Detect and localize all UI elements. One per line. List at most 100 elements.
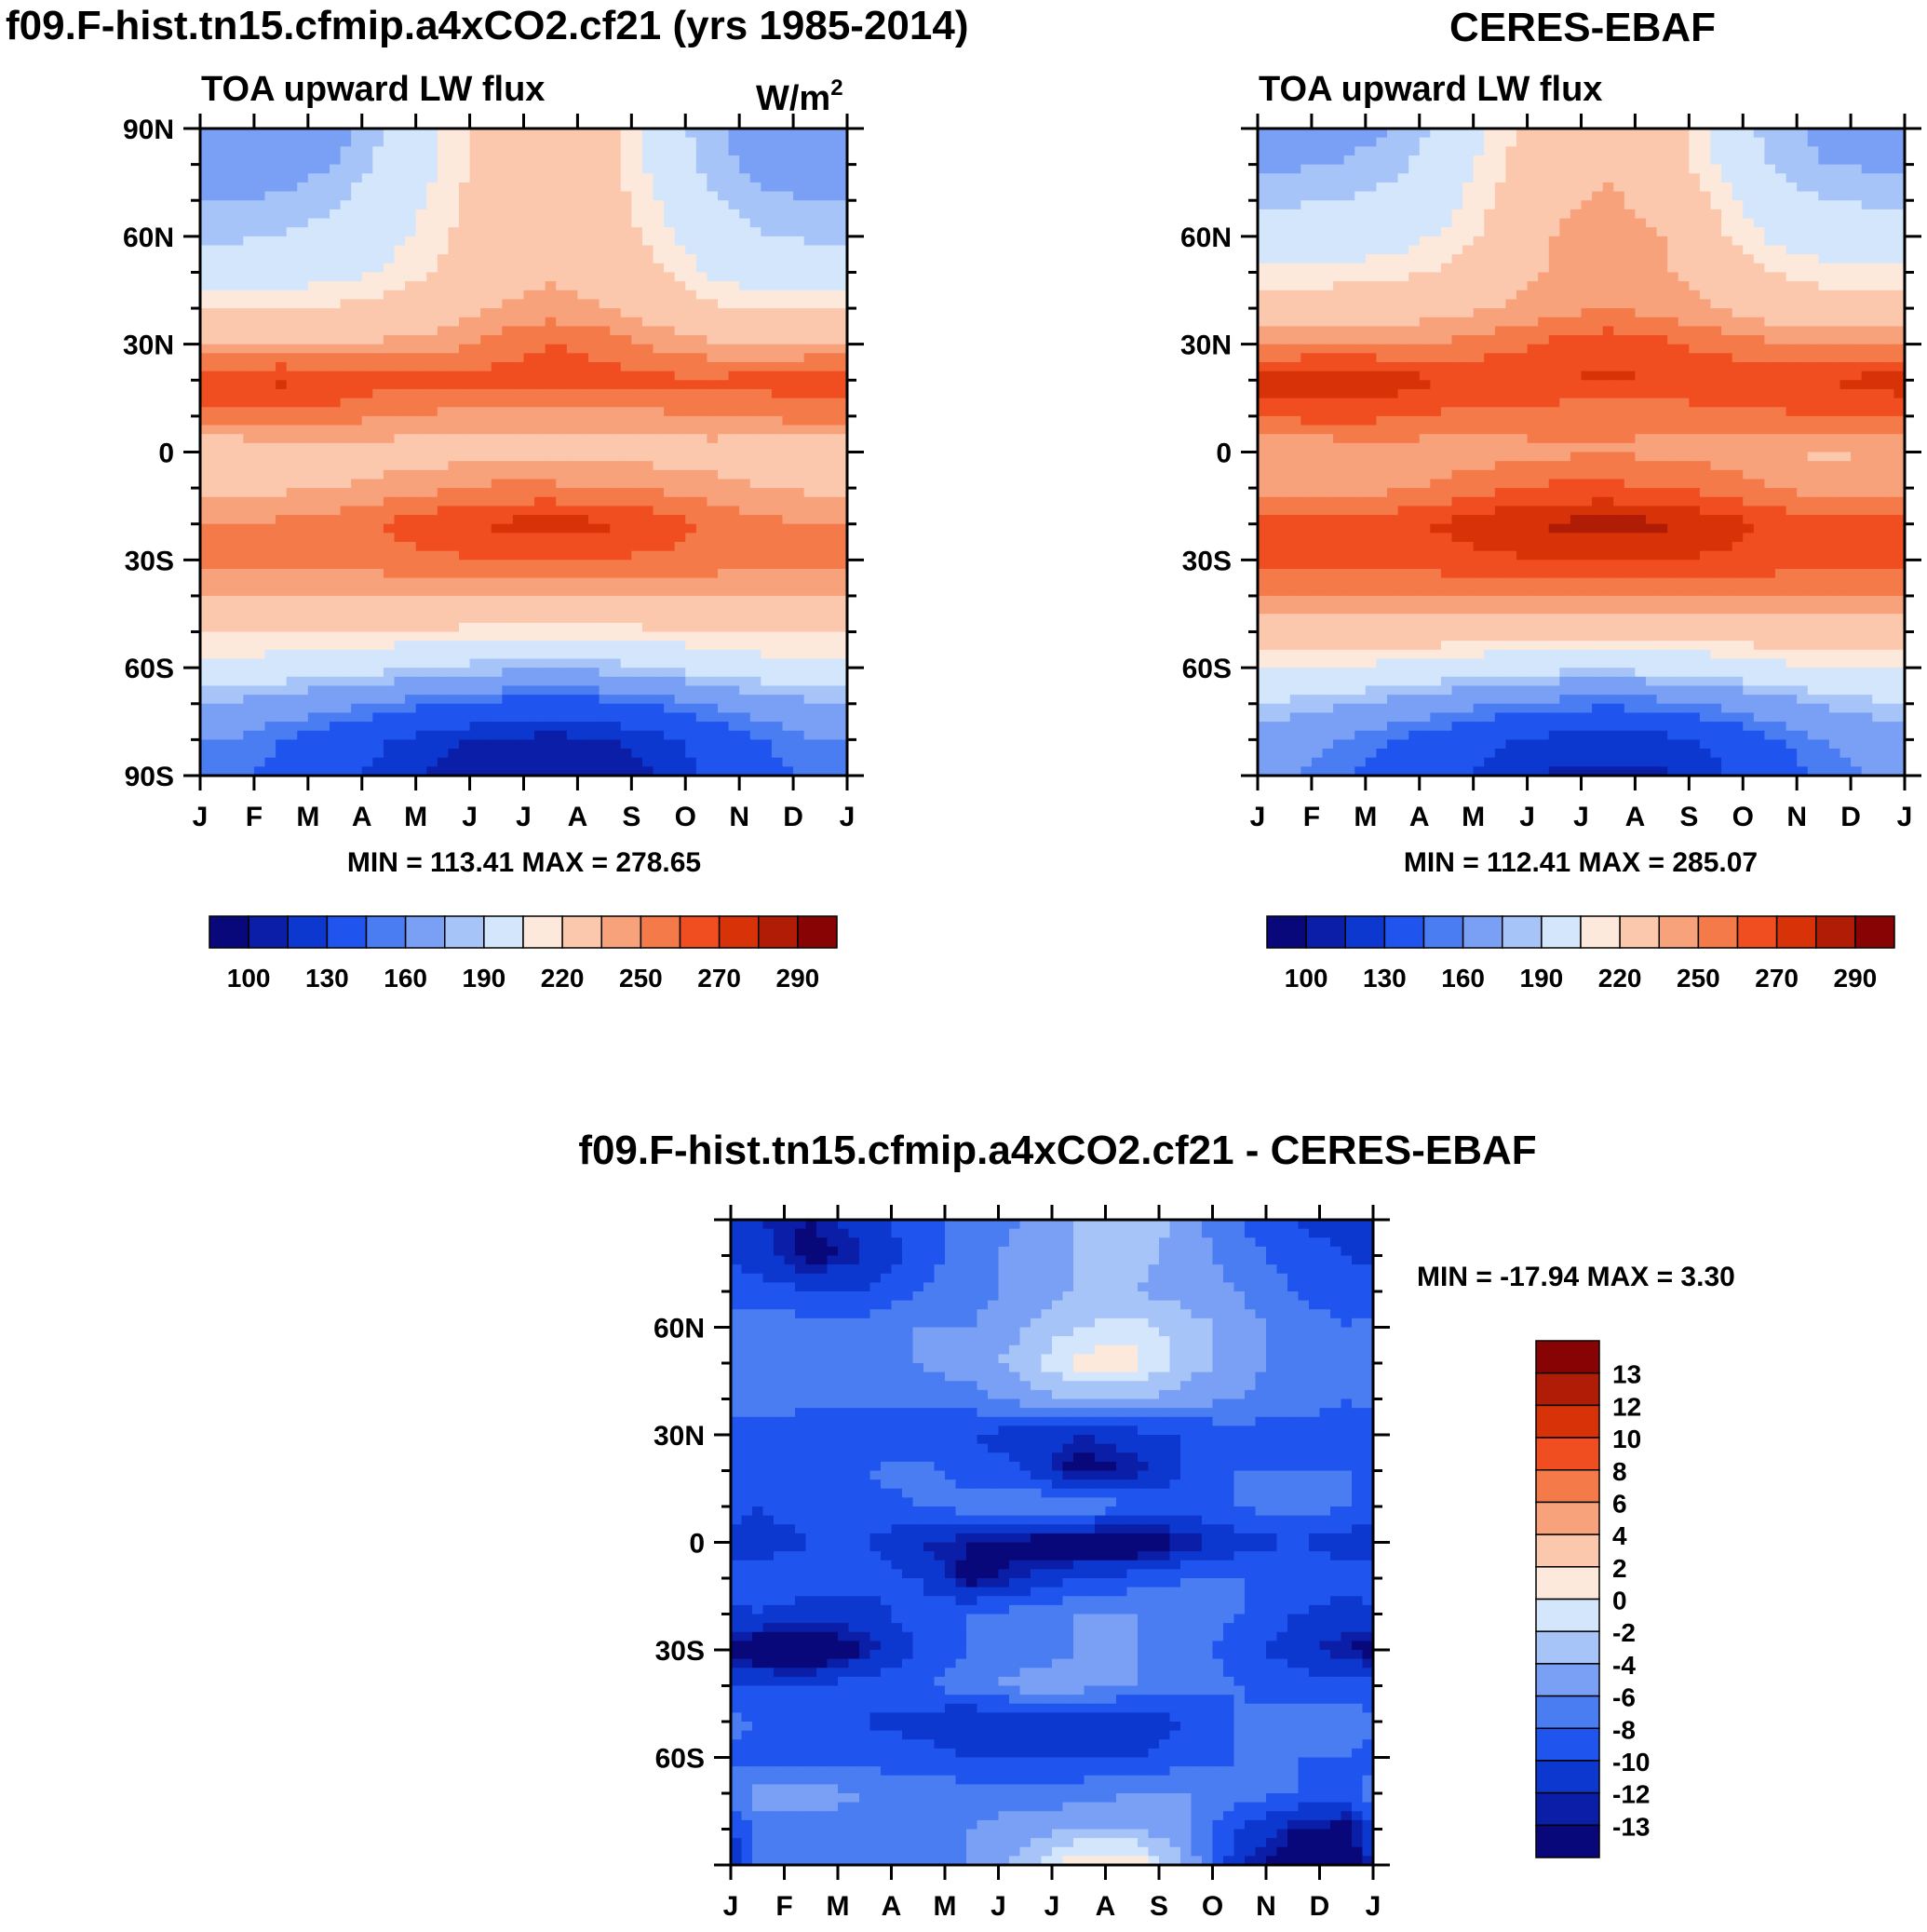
heatmap-cell [1343, 182, 1355, 193]
heatmap-cell [739, 577, 751, 588]
heatmap-cell [340, 128, 352, 139]
heatmap-cell [448, 164, 460, 174]
heatmap-cell [782, 254, 794, 264]
heatmap-cell [276, 146, 288, 156]
heatmap-cell [749, 155, 761, 166]
heatmap-cell [545, 254, 557, 264]
heatmap-cell [523, 496, 535, 507]
heatmap-cell [556, 641, 568, 651]
heatmap-cell [1289, 146, 1301, 156]
heatmap-cell [1570, 200, 1583, 210]
heatmap-cell [836, 361, 848, 372]
heatmap-cell [383, 227, 396, 237]
heatmap-cell [610, 272, 622, 282]
heatmap-cell [210, 299, 222, 309]
heatmap-cell [664, 425, 676, 435]
heatmap-cell [771, 344, 784, 354]
heatmap-cell [534, 515, 546, 525]
heatmap-cell [1451, 173, 1463, 183]
heatmap-cell [1484, 155, 1496, 166]
heatmap-cell [577, 479, 589, 489]
heatmap-cell [556, 442, 568, 453]
heatmap-cell [491, 308, 503, 318]
heatmap-cell [232, 317, 244, 327]
heatmap-cell [1279, 155, 1291, 166]
heatmap-cell [556, 371, 568, 381]
heatmap-cell [695, 137, 708, 147]
heatmap-cell [491, 290, 503, 300]
heatmap-cell [836, 631, 848, 642]
heatmap-cell [836, 641, 848, 651]
heatmap-cell [1732, 182, 1744, 193]
heatmap-cell [1667, 155, 1679, 166]
heatmap-cell [534, 415, 546, 426]
heatmap-cell [361, 739, 373, 750]
heatmap-cell [641, 388, 654, 399]
heatmap-cell [330, 236, 342, 247]
heatmap-cell [512, 479, 525, 489]
heatmap-cell [707, 398, 719, 408]
heatmap-cell [815, 695, 827, 705]
heatmap-cell [782, 245, 794, 255]
heatmap-cell [512, 604, 525, 615]
heatmap-cell [512, 542, 525, 552]
heatmap-cell [1721, 200, 1733, 210]
heatmap-cell [718, 595, 730, 606]
heatmap-cell [318, 604, 330, 615]
heatmap-cell [836, 344, 848, 354]
heatmap-cell [1678, 182, 1690, 193]
heatmap-cell [512, 254, 525, 264]
heatmap-cell [351, 164, 363, 174]
heatmap-cell [1387, 200, 1399, 210]
heatmap-cell [1797, 191, 1809, 201]
heatmap-cell [523, 173, 535, 183]
heatmap-cell [782, 479, 794, 489]
heatmap-cell [469, 290, 481, 300]
heatmap-cell [556, 361, 568, 372]
heatmap-cell [330, 730, 342, 740]
heatmap-cell [232, 164, 244, 174]
heatmap-cell [340, 380, 352, 390]
heatmap-cell [512, 209, 525, 220]
heatmap-cell [437, 236, 450, 247]
heatmap-cell [815, 245, 827, 255]
heatmap-cell [297, 227, 309, 237]
heatmap-cell [210, 595, 222, 606]
heatmap-cell [383, 407, 396, 417]
heatmap-cell [523, 668, 535, 678]
heatmap-cell [469, 641, 481, 651]
heatmap-cell [728, 722, 740, 732]
heatmap-cell [631, 173, 643, 183]
heatmap-cell [222, 739, 234, 750]
heatmap-cell [728, 191, 740, 201]
heatmap-cell [523, 326, 535, 336]
heatmap-cell [318, 155, 330, 166]
heatmap-cell [426, 461, 438, 471]
heatmap-cell [210, 326, 222, 336]
heatmap-cell [448, 560, 460, 570]
heatmap-cell [307, 434, 320, 444]
heatmap-cell [351, 722, 363, 732]
heatmap-cell [1333, 137, 1345, 147]
heatmap-cell [372, 434, 384, 444]
heatmap-cell [210, 425, 222, 435]
heatmap-cell [761, 128, 773, 139]
heatmap-cell [566, 415, 579, 426]
heatmap-cell [480, 407, 492, 417]
heatmap-cell [469, 587, 481, 597]
heatmap-cell [437, 173, 450, 183]
heatmap-cell [545, 658, 557, 669]
heatmap-cell [405, 227, 417, 237]
heatmap-cell [512, 353, 525, 363]
heatmap-cell [825, 353, 838, 363]
heatmap-cell [815, 182, 827, 193]
heatmap-cell [469, 155, 481, 166]
heatmap-cell [707, 595, 719, 606]
heatmap-cell [695, 371, 708, 381]
heatmap-cell [664, 173, 676, 183]
heatmap-cell [448, 722, 460, 732]
heatmap-cell [437, 218, 450, 228]
heatmap-cell [351, 461, 363, 471]
heatmap-cell [222, 568, 234, 579]
heatmap-cell [1893, 173, 1906, 183]
